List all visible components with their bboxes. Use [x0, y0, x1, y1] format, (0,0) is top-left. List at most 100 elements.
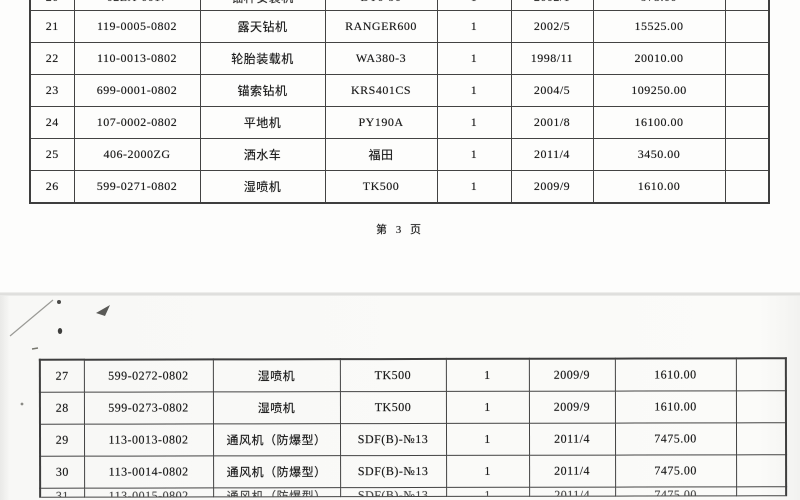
cell-date: 2004/5 [510, 74, 594, 107]
cell-qty: 1 [436, 74, 512, 107]
cell-remark [735, 422, 787, 455]
cell-name: 轮胎装载机 [199, 42, 326, 75]
cell-no: 24 [29, 106, 75, 139]
cell-code: 113-0014-0802 [84, 455, 214, 489]
cell-model: DT0-90 [324, 0, 438, 11]
cell-no: 26 [29, 170, 75, 204]
cell-no: 31 [40, 488, 85, 498]
cell-date: 2009/9 [528, 391, 615, 424]
cell-value: 1610.00 [592, 170, 726, 204]
table-row: 28 599-0273-0802 湿喷机 TK500 1 2009/9 1610.00 [39, 390, 786, 425]
cell-model: WA380-3 [324, 42, 438, 75]
cell-code: 599-0273-0802 [83, 391, 213, 425]
cell-date: 1998/11 [510, 42, 594, 75]
cell-qty: 1 [446, 455, 530, 488]
cell-name: 锚杆安装机 [199, 0, 326, 11]
cell-code: 699-0001-0802 [73, 74, 201, 107]
cell-value: 109250.00 [592, 74, 726, 107]
cell-remark [736, 454, 787, 487]
cell-model: KRS401CS [324, 74, 438, 107]
cell-remark [724, 0, 770, 11]
cell-value: 1610.00 [614, 358, 736, 392]
table-row: 27 599-0272-0802 湿喷机 TK500 1 2009/9 1610.00 [39, 358, 786, 393]
cell-name: 通风机（防爆型） [213, 487, 341, 497]
cell-qty: 1 [436, 42, 512, 75]
page-separator [0, 292, 800, 296]
cell-no: 28 [39, 392, 84, 425]
cell-model: SDF(B)-№13 [339, 423, 447, 456]
cell-value: 7475.00 [615, 454, 737, 488]
table-row: 30 113-0014-0802 通风机（防爆型） SDF(B)-№13 1 2011/4… [40, 454, 787, 489]
cell-qty: 1 [446, 487, 530, 497]
table-row: 23 699-0001-0802 锚索钻机 KRS401CS 1 2004/5 109250… [29, 74, 770, 107]
cell-date: 2001/8 [510, 106, 594, 139]
cell-no: 27 [39, 359, 84, 393]
cell-code: 599-0272-0802 [83, 359, 213, 393]
cell-model: 福田 [324, 138, 438, 171]
cell-value: 15525.00 [592, 10, 726, 43]
cell-code: 02LA-0017 [73, 0, 201, 11]
cell-qty: 1 [436, 170, 512, 204]
cell-remark [724, 170, 770, 204]
cell-model: SDF(B)-№13 [340, 487, 447, 497]
cell-no: 29 [39, 424, 85, 457]
table-body: 2002LA-0017锚杆安装机DT0-9012002/1975.0021119… [29, 0, 770, 204]
cell-code: 110-0013-0802 [73, 42, 201, 75]
cell-remark [735, 358, 786, 391]
cell-date: 2011/4 [510, 138, 594, 171]
cell-qty: 1 [445, 391, 529, 424]
cell-name: 洒水车 [199, 138, 326, 171]
cell-value: 16100.00 [592, 106, 726, 139]
cell-no: 21 [29, 10, 75, 43]
cell-date: 2011/4 [529, 487, 616, 497]
cell-remark [736, 486, 787, 496]
cell-name: 露天钻机 [199, 10, 326, 43]
cell-code: 113-0015-0802 [84, 487, 214, 498]
cell-no: 25 [29, 138, 75, 171]
table-row: 25 406-2000ZG 洒水车 福田 1 2011/4 3450.00 [29, 138, 770, 171]
cell-name: 平地机 [199, 106, 326, 139]
cell-code: 599-0271-0802 [73, 170, 201, 204]
cell-value: 7475.00 [614, 422, 737, 456]
cell-model: TK500 [339, 358, 446, 392]
cell-remark [724, 138, 770, 171]
table-row: 22 110-0013-0802 轮胎装载机 WA380-3 1 1998/11 20010… [29, 42, 770, 75]
cell-remark [724, 10, 770, 43]
cell-model: RANGER600 [324, 10, 438, 43]
cell-remark [724, 74, 770, 107]
equipment-table-page3: 2002LA-0017锚杆安装机DT0-9012002/1975.0021119… [29, 0, 770, 204]
table-row: 31 113-0015-0802 通风机（防爆型） SDF(B)-№13 1 2011/4… [40, 486, 787, 498]
cell-value: 3450.00 [592, 138, 726, 171]
cell-date: 2011/4 [529, 455, 616, 488]
cell-date: 2011/4 [528, 423, 616, 456]
cell-remark [735, 390, 786, 423]
cell-qty: 1 [436, 138, 512, 171]
cell-value: 1610.00 [614, 390, 736, 424]
scanned-page-4: 27 599-0272-0802 湿喷机 TK500 1 2009/9 1610.00 28 5… [0, 296, 800, 500]
cell-value: 7475.00 [615, 486, 737, 497]
table-row: 29 113-0013-0802 通风机（防爆型） SDF(B)-№13 1 2011/4… [39, 422, 787, 457]
cell-qty: 1 [445, 358, 529, 392]
cell-no: 30 [40, 456, 85, 489]
cell-name: 锚索钻机 [199, 74, 326, 107]
cell-name: 通风机（防爆型） [213, 455, 341, 488]
table-row: 26 599-0271-0802 湿喷机 TK500 1 2009/9 1610.00 [29, 170, 770, 204]
cell-model: TK500 [339, 391, 446, 424]
table-body: 27 599-0272-0802 湿喷机 TK500 1 2009/9 1610.00 28 5… [39, 358, 787, 498]
cell-no: 23 [29, 74, 75, 107]
table-row: 2002LA-0017锚杆安装机DT0-9012002/1975.00 [29, 0, 770, 11]
cell-date: 2002/1 [510, 0, 594, 11]
cell-qty: 1 [436, 0, 512, 11]
cell-no: 20 [29, 0, 75, 11]
cell-name: 通风机（防爆型） [212, 423, 341, 456]
cell-remark [724, 106, 770, 139]
cell-qty: 1 [436, 10, 512, 43]
cell-name: 湿喷机 [199, 170, 326, 204]
cell-code: 406-2000ZG [73, 138, 201, 171]
cell-value: 975.00 [592, 0, 726, 11]
cell-code: 113-0013-0802 [83, 423, 214, 457]
table-row: 21 119-0005-0802 露天钻机 RANGER600 1 2002/5 15525… [29, 10, 770, 43]
cell-date: 2009/9 [510, 170, 594, 204]
equipment-table-page4: 27 599-0272-0802 湿喷机 TK500 1 2009/9 1610.00 28 5… [38, 357, 788, 498]
page-number-footer: 第 3 页 [376, 224, 424, 236]
